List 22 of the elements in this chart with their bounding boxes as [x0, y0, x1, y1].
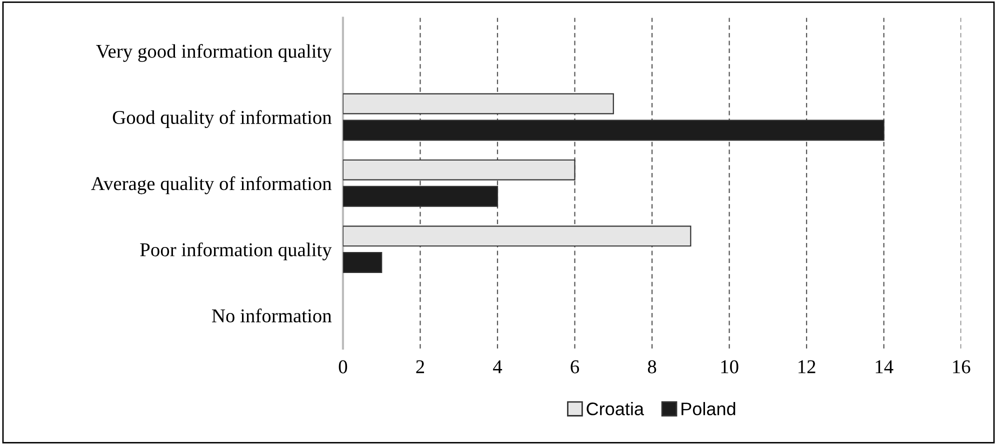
x-tick-label: 14	[876, 360, 894, 374]
bar	[342, 252, 382, 274]
bar	[342, 186, 498, 207]
x-tick-label: 10	[721, 360, 738, 374]
bar	[342, 226, 692, 247]
y-tick-label: Very good information quality	[96, 44, 332, 62]
x-tick-label: 2	[416, 360, 424, 374]
y-tick-label: Average quality of information	[91, 176, 332, 194]
legend-label: Poland	[682, 402, 736, 416]
x-tick-label: 16	[953, 360, 970, 374]
bar	[342, 159, 576, 180]
y-tick-label: Poor information quality	[140, 242, 332, 260]
bar	[342, 120, 884, 141]
legend-label: Croatia	[586, 402, 644, 416]
bar	[342, 93, 614, 114]
y-tick-label: Good quality of information	[112, 110, 332, 128]
x-tick-label: 4	[493, 360, 502, 374]
y-tick-label: No information	[212, 308, 332, 322]
x-tick-label: 8	[648, 360, 656, 374]
x-tick-label: 12	[798, 360, 816, 374]
x-tick-label: 6	[570, 360, 580, 374]
x-tick-label: 0	[338, 360, 348, 374]
